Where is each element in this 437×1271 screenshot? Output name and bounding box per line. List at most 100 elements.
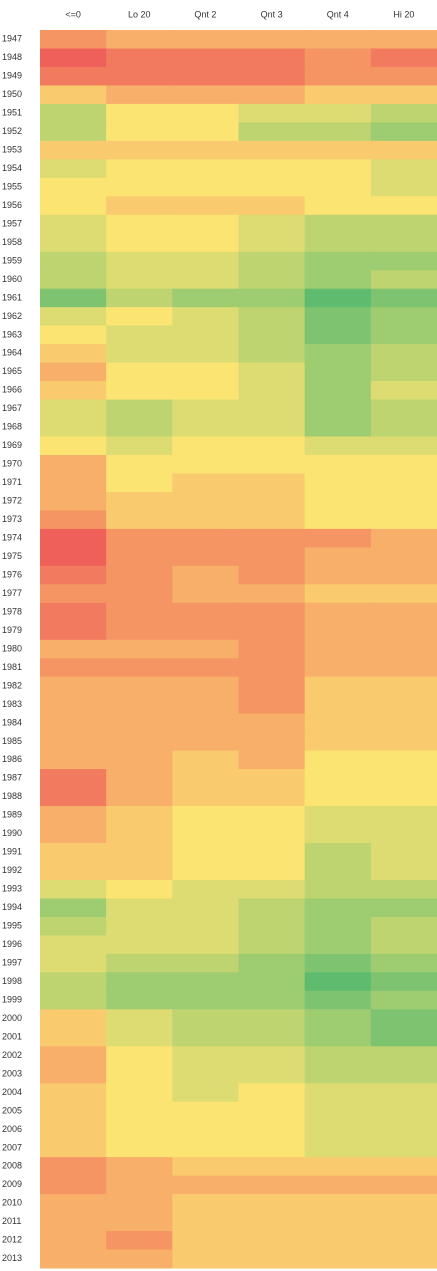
heat-cell (304, 861, 372, 881)
heat-cell (238, 547, 306, 567)
row-label: 1966 (2, 385, 22, 395)
heat-cell (172, 935, 239, 955)
heat-cell (304, 1027, 372, 1047)
heat-cell (370, 122, 437, 142)
heat-cell (238, 66, 306, 86)
heat-cell (40, 362, 107, 382)
heat-cell (370, 824, 437, 844)
heat-cell (370, 1027, 437, 1047)
heat-cell (370, 1101, 437, 1121)
heat-cell (106, 1101, 173, 1121)
heat-cell (172, 473, 239, 493)
heat-cell (238, 510, 306, 530)
heat-cell (238, 344, 306, 364)
row-label: 1980 (2, 643, 22, 653)
heat-cell (172, 1231, 239, 1251)
row-label: 1982 (2, 680, 22, 690)
heat-cell (106, 1009, 173, 1029)
heat-cell (40, 565, 107, 585)
heat-cell (106, 565, 173, 585)
heat-cell (40, 953, 107, 973)
row-label: 1990 (2, 828, 22, 838)
heat-cell (370, 381, 437, 401)
heat-cell (370, 362, 437, 382)
heat-cell (304, 288, 372, 308)
heat-cell (106, 307, 173, 327)
heat-cell (370, 750, 437, 770)
heat-cell (106, 288, 173, 308)
heat-cell (172, 879, 239, 899)
column-label: Qnt 2 (194, 9, 216, 19)
heat-cell (370, 1194, 437, 1214)
heat-cell (238, 806, 306, 826)
row-label: 1950 (2, 89, 22, 99)
heat-cell (40, 843, 107, 862)
heat-cell (40, 1212, 107, 1232)
row-label: 1979 (2, 625, 22, 635)
heat-cell (370, 972, 437, 992)
heat-cell (106, 436, 173, 456)
heat-cell (370, 732, 437, 752)
heat-cell (172, 418, 239, 438)
heat-cell (106, 491, 173, 511)
heat-cell (40, 935, 107, 955)
heat-cell (106, 122, 173, 142)
column-label: Hi 20 (393, 9, 414, 19)
heat-cell (370, 935, 437, 955)
heat-cell (238, 621, 306, 641)
heat-cell (238, 48, 306, 68)
heat-cell (106, 30, 173, 49)
heat-cell (370, 510, 437, 530)
heat-cell (40, 621, 107, 641)
heat-cell (172, 1249, 239, 1269)
heat-cell (40, 1175, 107, 1195)
heat-cell (304, 1175, 372, 1195)
heat-cell (238, 270, 306, 290)
heat-cell (106, 270, 173, 290)
heat-cell (40, 1064, 107, 1084)
heat-cell (172, 288, 239, 308)
heat-cell (304, 916, 372, 936)
heat-cell (304, 436, 372, 456)
heat-cell (370, 454, 437, 474)
heat-cell (304, 1064, 372, 1084)
heat-cell (304, 824, 372, 844)
row-label: 1954 (2, 163, 22, 173)
heat-cell (40, 140, 107, 160)
row-label: 1972 (2, 496, 22, 506)
heat-cell (304, 713, 372, 733)
heat-cell (40, 824, 107, 844)
row-label: 1953 (2, 144, 22, 154)
heat-cell (172, 565, 239, 585)
heat-cell (172, 972, 239, 992)
row-label: 1986 (2, 754, 22, 764)
heat-cell (238, 953, 306, 973)
heat-cell (40, 990, 107, 1010)
heat-cell (304, 972, 372, 992)
heat-cell (370, 1009, 437, 1029)
heat-cell (106, 916, 173, 936)
heat-cell (304, 769, 372, 789)
column-label: Lo 20 (128, 9, 151, 19)
heat-cell (40, 196, 107, 216)
heat-cell (40, 1138, 107, 1158)
heat-cell (304, 473, 372, 493)
heat-cell (304, 418, 372, 438)
heat-cell (106, 510, 173, 530)
heat-cell (106, 325, 173, 345)
heat-cell (304, 48, 372, 68)
heat-cell (304, 85, 372, 105)
row-label: 2003 (2, 1068, 22, 1078)
column-label: Qnt 4 (327, 9, 349, 19)
heat-cell (40, 454, 107, 474)
heat-cell (40, 473, 107, 493)
heat-cell (304, 454, 372, 474)
row-label: 1947 (2, 34, 22, 44)
heat-cell (172, 953, 239, 973)
row-label: 2001 (2, 1031, 22, 1041)
heat-cell (106, 140, 173, 160)
heat-cell (172, 787, 239, 807)
heat-cell (172, 66, 239, 86)
heat-cell (304, 750, 372, 770)
heat-cell (238, 1212, 306, 1232)
